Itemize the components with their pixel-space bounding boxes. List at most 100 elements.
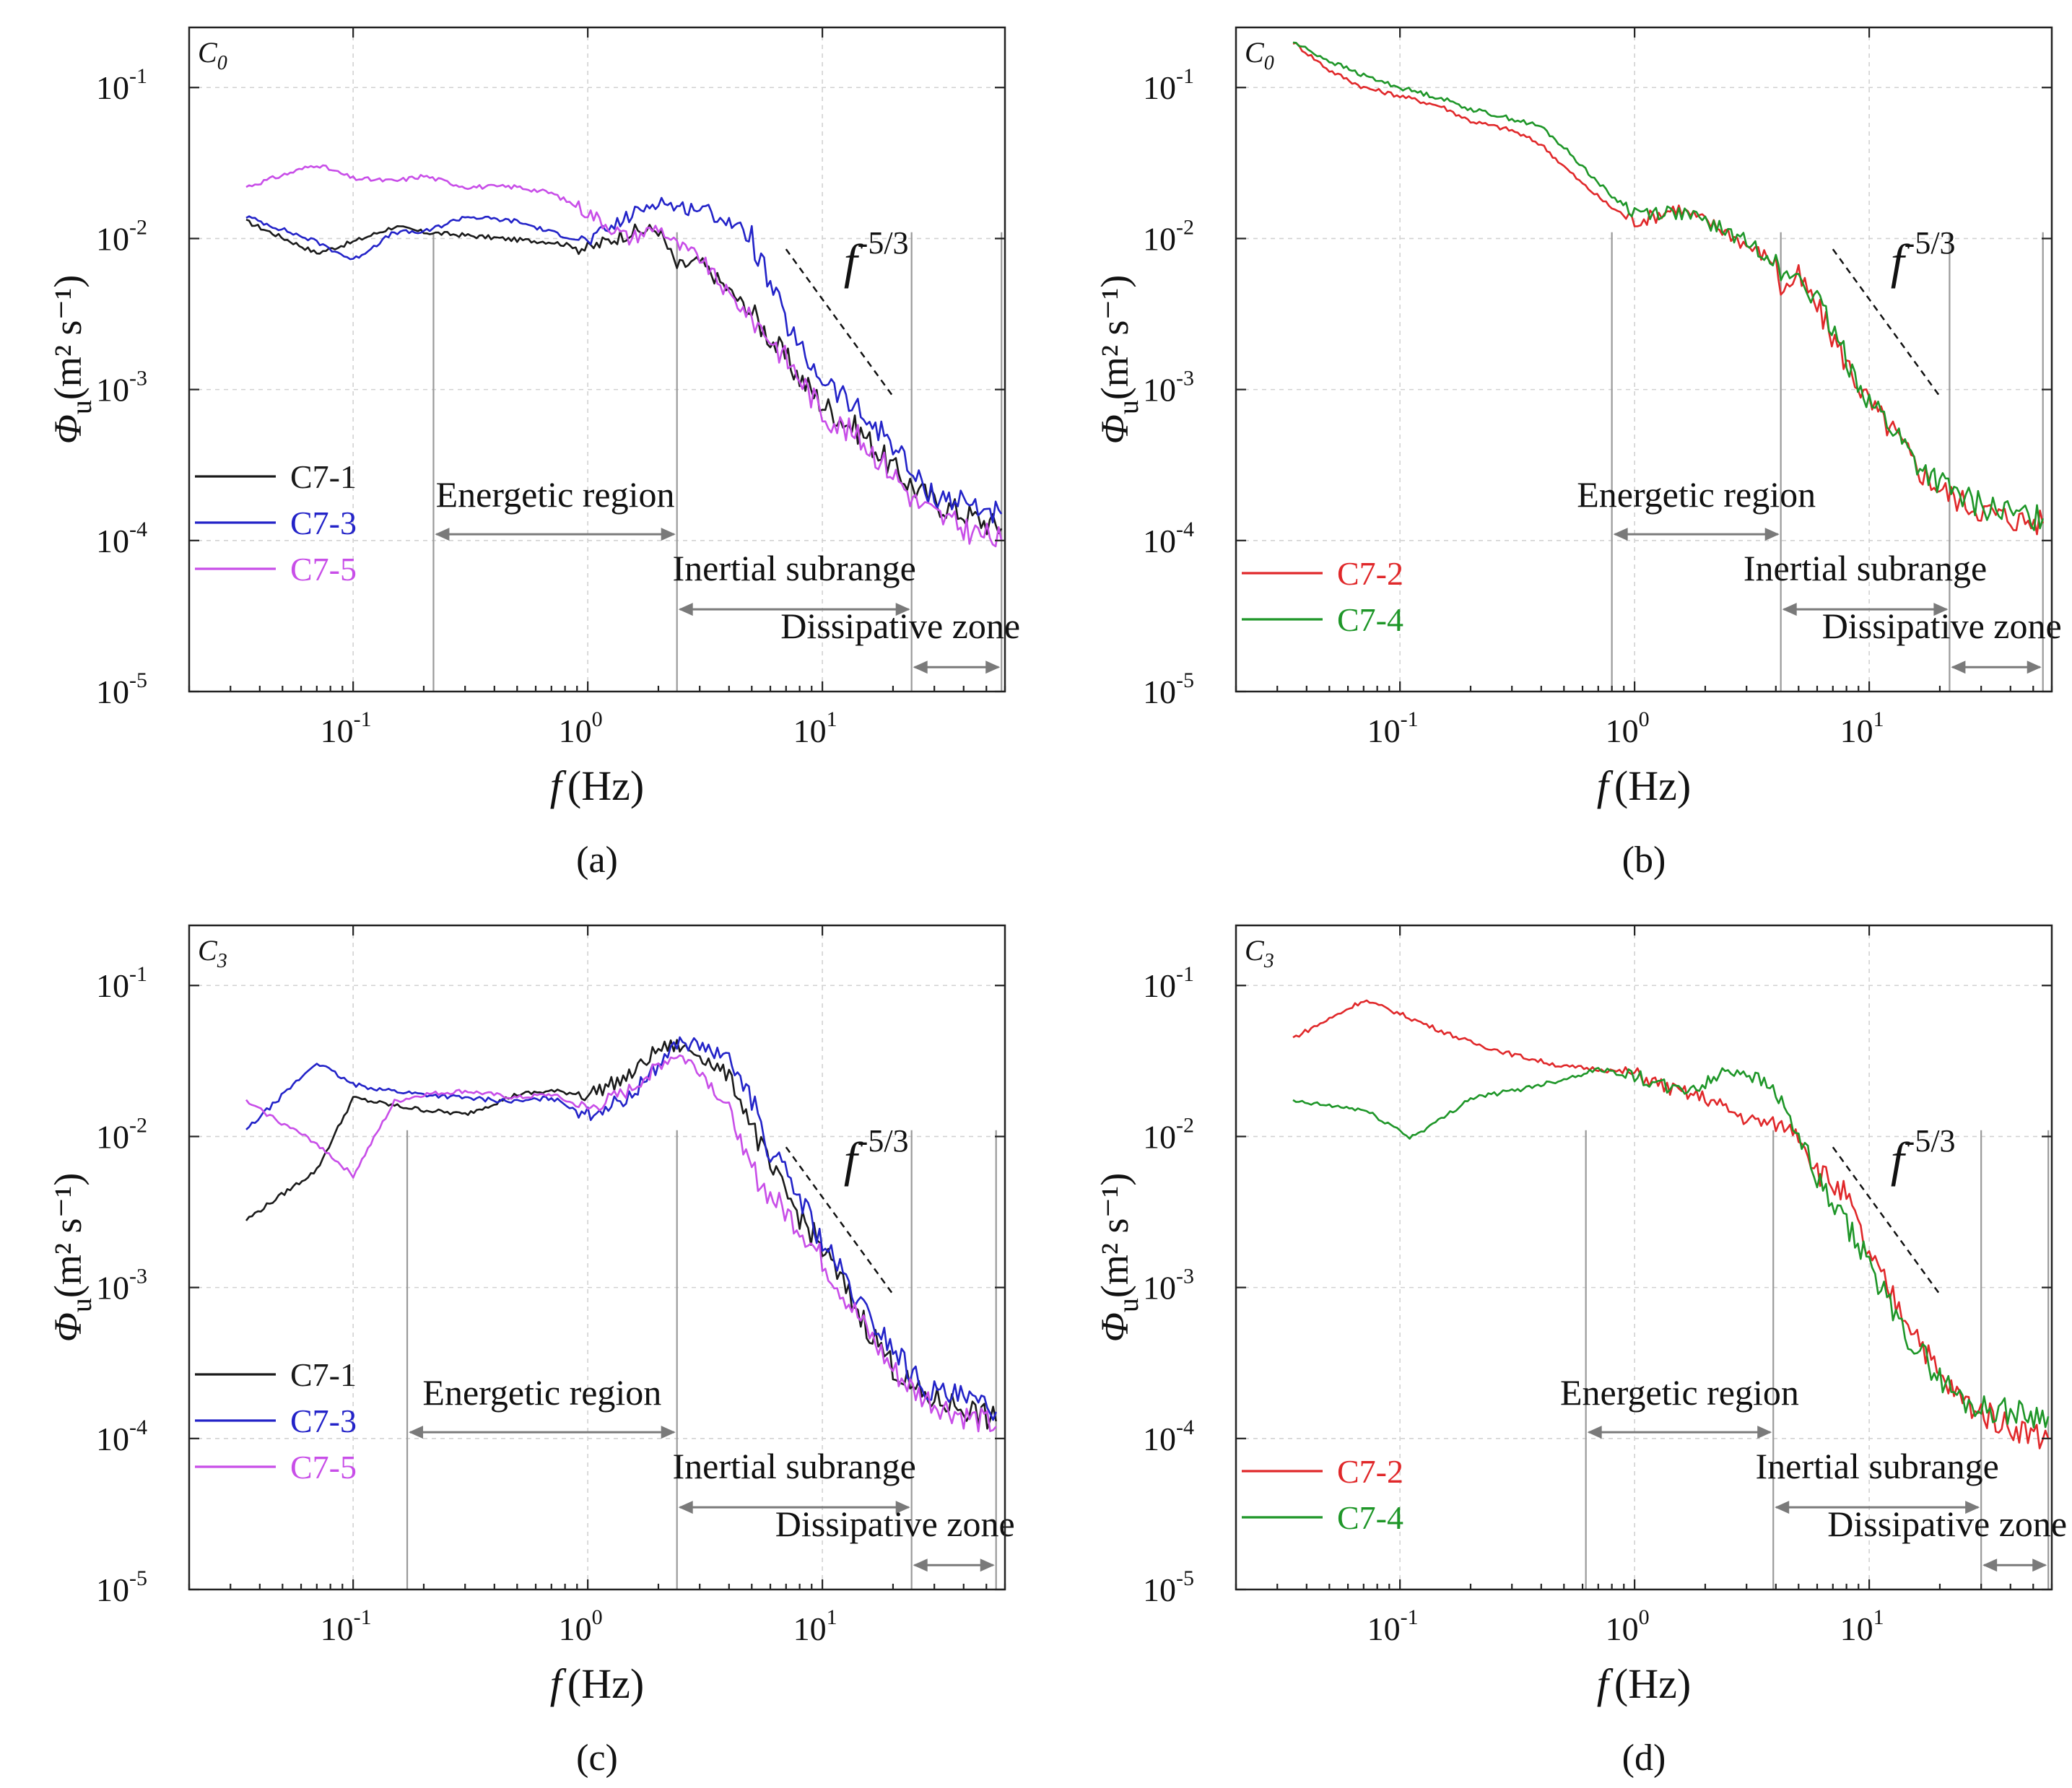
y-tick-label: 10-2 xyxy=(96,1113,147,1155)
x-tick-label: 10-1 xyxy=(321,707,372,749)
plot-frame xyxy=(1235,26,2053,693)
y-tick-label: 10-5 xyxy=(96,1566,147,1608)
slope-label: f-5/3 xyxy=(844,225,909,289)
panel-a: f-5/3 Energetic region Inertial subrange Di… xyxy=(46,26,1020,881)
legend-label: C7-1 xyxy=(290,458,357,495)
arrow-head-left xyxy=(913,1558,928,1572)
plot-frame xyxy=(1235,924,2053,1591)
region-label: Energetic region xyxy=(1560,1372,1799,1413)
y-tick-label: 10-4 xyxy=(1143,518,1194,559)
x-axis-label: f (Hz) xyxy=(550,762,644,809)
y-tick-label: 10-1 xyxy=(96,962,147,1004)
arrow-head-left xyxy=(1775,1501,1790,1514)
x-axis-label: f (Hz) xyxy=(550,1660,644,1707)
corner-label: C0 xyxy=(198,36,227,74)
legend-label: C7-5 xyxy=(290,1449,357,1486)
arrow-head-right xyxy=(661,528,676,541)
y-tick-label: 10-3 xyxy=(96,367,147,409)
x-tick-label: 101 xyxy=(793,707,837,749)
series-line-c7-1 xyxy=(245,1039,997,1430)
region-label: Inertial subrange xyxy=(1744,548,1987,588)
region-label: Dissipative zone xyxy=(780,606,1020,646)
y-tick-label: 10-5 xyxy=(1143,1566,1194,1608)
region-label: Dissipative zone xyxy=(1822,606,2062,646)
x-tick-label: 100 xyxy=(559,1605,603,1647)
y-tick-label: 10-5 xyxy=(1143,668,1194,710)
legend-label: C7-3 xyxy=(290,1403,357,1439)
slope-label: f-5/3 xyxy=(844,1123,909,1187)
panel-label: (a) xyxy=(576,840,618,881)
y-axis-label: Φu(m² s⁻¹) xyxy=(46,275,97,444)
arrow-head-right xyxy=(985,660,1001,674)
arrow-head-right xyxy=(895,603,910,616)
x-tick-label: 100 xyxy=(1606,707,1650,749)
region-label: Energetic region xyxy=(436,474,675,515)
y-tick-label: 10-3 xyxy=(1143,367,1194,409)
panel-label: (c) xyxy=(576,1737,618,1779)
series-line-c7-1 xyxy=(245,218,1003,536)
arrow-head-left xyxy=(1982,1558,1998,1572)
arrow-head-right xyxy=(1933,603,1949,616)
region-label: Inertial subrange xyxy=(673,1446,916,1486)
legend-label: C7-2 xyxy=(1337,1453,1403,1490)
series-line-c7-4 xyxy=(1292,1067,2050,1429)
arrow-head-right xyxy=(2032,1558,2047,1572)
arrow-head-left xyxy=(435,528,450,541)
series-line-c7-5 xyxy=(245,164,1003,548)
series-line-c7-3 xyxy=(245,1036,997,1421)
corner-label: C3 xyxy=(198,934,227,972)
y-tick-label: 10-4 xyxy=(96,518,147,559)
arrow-head-left xyxy=(678,603,693,616)
arrow-head-right xyxy=(895,1501,910,1514)
x-tick-label: 10-1 xyxy=(321,1605,372,1647)
y-tick-label: 10-3 xyxy=(1143,1265,1194,1307)
corner-label: C0 xyxy=(1245,36,1274,74)
region-label: Dissipative zone xyxy=(1827,1504,2067,1544)
arrow-head-left xyxy=(1587,1426,1602,1439)
panel-d: f-5/3 Energetic region Inertial subrange Di… xyxy=(1093,924,2067,1779)
arrow-head-left xyxy=(1613,528,1628,541)
x-tick-label: 100 xyxy=(1606,1605,1650,1647)
legend-label: C7-1 xyxy=(290,1356,357,1393)
plot-frame xyxy=(188,924,1006,1591)
legend-label: C7-4 xyxy=(1337,1499,1403,1536)
region-label: Inertial subrange xyxy=(673,548,916,588)
legend-label: C7-4 xyxy=(1337,601,1403,638)
panel-c: f-5/3 Energetic region Inertial subrange Di… xyxy=(46,924,1015,1779)
x-axis-label: f (Hz) xyxy=(1597,762,1691,809)
slope-reference-line xyxy=(785,248,894,397)
y-tick-label: 10-2 xyxy=(1143,215,1194,257)
arrow-head-left xyxy=(913,660,928,674)
y-tick-label: 10-1 xyxy=(1143,962,1194,1004)
region-label: Energetic region xyxy=(422,1372,661,1413)
slope-reference-line xyxy=(785,1146,894,1295)
slope-label: f-5/3 xyxy=(1891,225,1956,289)
series-line-c7-4 xyxy=(1292,41,2044,531)
x-tick-label: 10-1 xyxy=(1367,1605,1419,1647)
region-label: Energetic region xyxy=(1577,474,1816,515)
panel-label: (d) xyxy=(1622,1737,1666,1779)
y-tick-label: 10-1 xyxy=(96,64,147,106)
arrow-head-right xyxy=(980,1558,995,1572)
arrow-head-right xyxy=(1757,1426,1772,1439)
series-line-c7-5 xyxy=(245,1054,997,1433)
y-tick-label: 10-4 xyxy=(96,1416,147,1457)
legend-label: C7-2 xyxy=(1337,555,1403,592)
panel-b: f-5/3 Energetic region Inertial subrange Di… xyxy=(1093,26,2062,881)
series-line-c7-2 xyxy=(1292,42,2044,536)
slope-reference-line xyxy=(1832,1146,1941,1295)
plot-frame xyxy=(188,26,1006,693)
region-label: Inertial subrange xyxy=(1756,1446,1999,1486)
x-tick-label: 100 xyxy=(559,707,603,749)
arrow-head-right xyxy=(2027,660,2042,674)
arrow-head-right xyxy=(1764,528,1780,541)
y-tick-label: 10-4 xyxy=(1143,1416,1194,1457)
x-tick-label: 101 xyxy=(1840,1605,1884,1647)
panel-label: (b) xyxy=(1622,840,1666,881)
y-tick-label: 10-2 xyxy=(96,215,147,257)
arrow-head-left xyxy=(1951,660,1966,674)
legend-label: C7-5 xyxy=(290,551,357,588)
x-tick-label: 101 xyxy=(1840,707,1884,749)
y-tick-label: 10-2 xyxy=(1143,1113,1194,1155)
